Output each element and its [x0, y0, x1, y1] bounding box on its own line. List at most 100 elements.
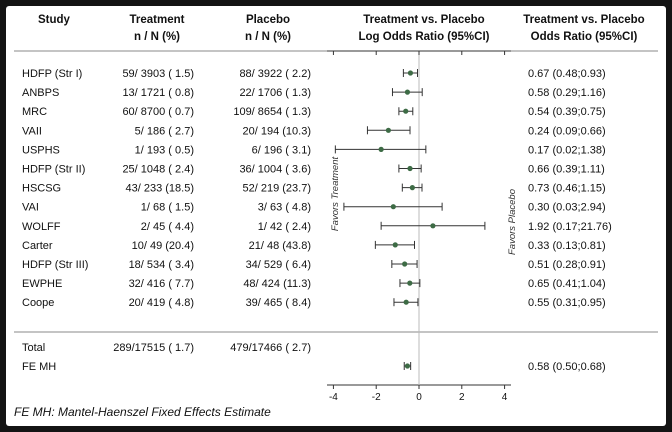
x-tick-label: 4 [502, 392, 508, 403]
treatment-value: 18/ 534 ( 3.4) [129, 259, 194, 271]
study-name: Carter [22, 240, 53, 252]
study-row: HDFP (Str I) 59/ 3903 ( 1.5) 88/ 3922 ( 2.… [22, 68, 606, 80]
forest-plot-panel: Study Treatment n / N (%) Placebo n / N … [6, 6, 666, 426]
study-name: HDFP (Str III) [22, 259, 88, 271]
point-estimate [407, 165, 413, 172]
pooled-odds-ratio-value: 0.58 (0.50;0.68) [528, 361, 606, 373]
header-placebo: Placebo [246, 14, 290, 26]
x-tick-label: 0 [416, 392, 422, 403]
study-name: HDFP (Str II) [22, 164, 85, 176]
total-treatment-value: 289/17515 ( 1.7) [113, 342, 194, 354]
point-estimate [430, 223, 436, 229]
placebo-value: 88/ 3922 ( 2.2) [239, 68, 311, 80]
point-estimate [390, 204, 396, 210]
treatment-value: 13/ 1721 ( 0.8) [122, 87, 194, 99]
odds-ratio-value: 0.51 (0.28;0.91) [528, 259, 606, 271]
header-odds-ratio-sub: Odds Ratio (95%CI) [531, 31, 638, 43]
treatment-value: 60/ 8700 ( 0.7) [122, 106, 194, 118]
placebo-value: 1/ 42 ( 2.4) [258, 221, 311, 233]
placebo-value: 3/ 63 ( 4.8) [258, 202, 311, 214]
point-estimate [403, 299, 409, 305]
odds-ratio-value: 0.65 (0.41;1.04) [528, 278, 606, 290]
placebo-value: 22/ 1706 ( 1.3) [239, 87, 311, 99]
study-row: Carter 10/ 49 (20.4) 21/ 48 (43.8) 0.33 (0.… [22, 240, 606, 252]
placebo-value: 39/ 465 ( 8.4) [246, 297, 311, 309]
odds-ratio-value: 0.73 (0.46;1.15) [528, 183, 606, 195]
study-row: VAI 1/ 68 ( 1.5) 3/ 63 ( 4.8) 0.30 (0.03;2.… [22, 202, 606, 214]
point-estimate [392, 242, 398, 248]
study-name: WOLFF [22, 221, 61, 233]
study-row: Coope 20/ 419 ( 4.8) 39/ 465 ( 8.4) 0.55 (0… [22, 297, 606, 309]
favors-treatment-label: Favors Treatment [330, 157, 341, 232]
treatment-value: 1/ 68 ( 1.5) [141, 202, 194, 214]
treatment-value: 10/ 49 (20.4) [132, 240, 194, 252]
odds-ratio-value: 0.55 (0.31;0.95) [528, 297, 606, 309]
placebo-value: 52/ 219 (23.7) [243, 183, 312, 195]
study-row: MRC 60/ 8700 ( 0.7) 109/ 8654 ( 1.3) 0.54 (… [22, 106, 606, 118]
x-axis: -4 -2 0 2 4 [329, 51, 508, 403]
treatment-value: 59/ 3903 ( 1.5) [122, 68, 194, 80]
point-estimate [404, 89, 411, 95]
placebo-value: 109/ 8654 ( 1.3) [233, 106, 311, 118]
treatment-value: 25/ 1048 ( 2.4) [122, 164, 194, 176]
treatment-value: 43/ 233 (18.5) [126, 183, 195, 195]
study-name: HSCSG [22, 183, 61, 195]
odds-ratio-value: 0.24 (0.09;0.66) [528, 125, 606, 137]
study-name: MRC [22, 106, 47, 118]
study-row: HDFP (Str III) 18/ 534 ( 3.4) 34/ 529 ( 6.… [22, 259, 606, 271]
total-label: Total [22, 342, 45, 354]
header-study: Study [38, 14, 71, 26]
point-estimate [407, 280, 413, 286]
placebo-value: 36/ 1004 ( 3.6) [239, 164, 311, 176]
placebo-value: 21/ 48 (43.8) [249, 240, 311, 252]
x-tick-label: 2 [459, 392, 465, 403]
study-row: EWPHE 32/ 416 ( 7.7) 48/ 424 (11.3) 0.65 (0… [22, 278, 606, 290]
odds-ratio-value: 0.33 (0.13;0.81) [528, 240, 606, 252]
study-name: HDFP (Str I) [22, 68, 82, 80]
treatment-value: 32/ 416 ( 7.7) [129, 278, 194, 290]
point-estimate [378, 146, 384, 152]
treatment-value: 5/ 186 ( 2.7) [135, 125, 194, 137]
favors-placebo-label: Favors Placebo [507, 189, 518, 255]
study-name: VAII [22, 125, 42, 137]
study-row: HDFP (Str II) 25/ 1048 ( 2.4) 36/ 1004 ( 3… [22, 164, 605, 176]
placebo-value: 48/ 424 (11.3) [243, 278, 311, 290]
point-estimate [403, 108, 409, 114]
placebo-value: 6/ 196 ( 3.1) [252, 144, 311, 156]
point-estimate [407, 70, 414, 76]
odds-ratio-value: 0.30 (0.03;2.94) [528, 202, 606, 214]
study-name: ANBPS [22, 87, 59, 99]
study-name: EWPHE [22, 278, 62, 290]
forest-plot: Study Treatment n / N (%) Placebo n / N … [14, 14, 658, 403]
point-estimate [385, 127, 392, 133]
odds-ratio-value: 0.67 (0.48;0.93) [528, 68, 606, 80]
study-name: VAI [22, 202, 39, 214]
placebo-value: 34/ 529 ( 6.4) [246, 259, 311, 271]
header-placebo-sub: n / N (%) [245, 31, 291, 43]
point-estimate [409, 185, 415, 191]
odds-ratio-value: 0.58 (0.29;1.16) [528, 87, 606, 99]
treatment-value: 1/ 193 ( 0.5) [135, 144, 194, 156]
header-log-odds-title: Treatment vs. Placebo [363, 14, 484, 26]
study-row: HSCSG 43/ 233 (18.5) 52/ 219 (23.7) 0.73 (0… [22, 183, 606, 195]
study-row: VAII 5/ 186 ( 2.7) 20/ 194 (10.3) 0.24 (0.0… [22, 125, 606, 137]
total-row: Total 289/17515 ( 1.7) 479/17466 ( 2.7) [22, 342, 311, 354]
study-row: USPHS 1/ 193 ( 0.5) 6/ 196 ( 3.1) 0.17 (0.0… [22, 144, 606, 156]
total-placebo-value: 479/17466 ( 2.7) [230, 342, 311, 354]
odds-ratio-value: 0.54 (0.39;0.75) [528, 106, 606, 118]
pooled-row: FE MH 0.58 (0.50;0.68) [22, 361, 606, 373]
x-tick-label: -4 [329, 392, 338, 403]
odds-ratio-value: 0.66 (0.39;1.11) [528, 164, 605, 176]
odds-ratio-value: 0.17 (0.02;1.38) [528, 144, 606, 156]
study-row: WOLFF 2/ 45 ( 4.4) 1/ 42 ( 2.4) 1.92 (0.17;… [22, 221, 612, 233]
study-name: USPHS [22, 144, 60, 156]
odds-ratio-value: 1.92 (0.17;21.76) [528, 221, 612, 233]
study-rows: HDFP (Str I) 59/ 3903 ( 1.5) 88/ 3922 ( 2.… [22, 68, 612, 373]
treatment-value: 2/ 45 ( 4.4) [141, 221, 194, 233]
header-treatment: Treatment [130, 14, 185, 26]
placebo-value: 20/ 194 (10.3) [243, 125, 312, 137]
study-name: Coope [22, 297, 54, 309]
pooled-label: FE MH [22, 361, 56, 373]
point-estimate [404, 363, 411, 369]
